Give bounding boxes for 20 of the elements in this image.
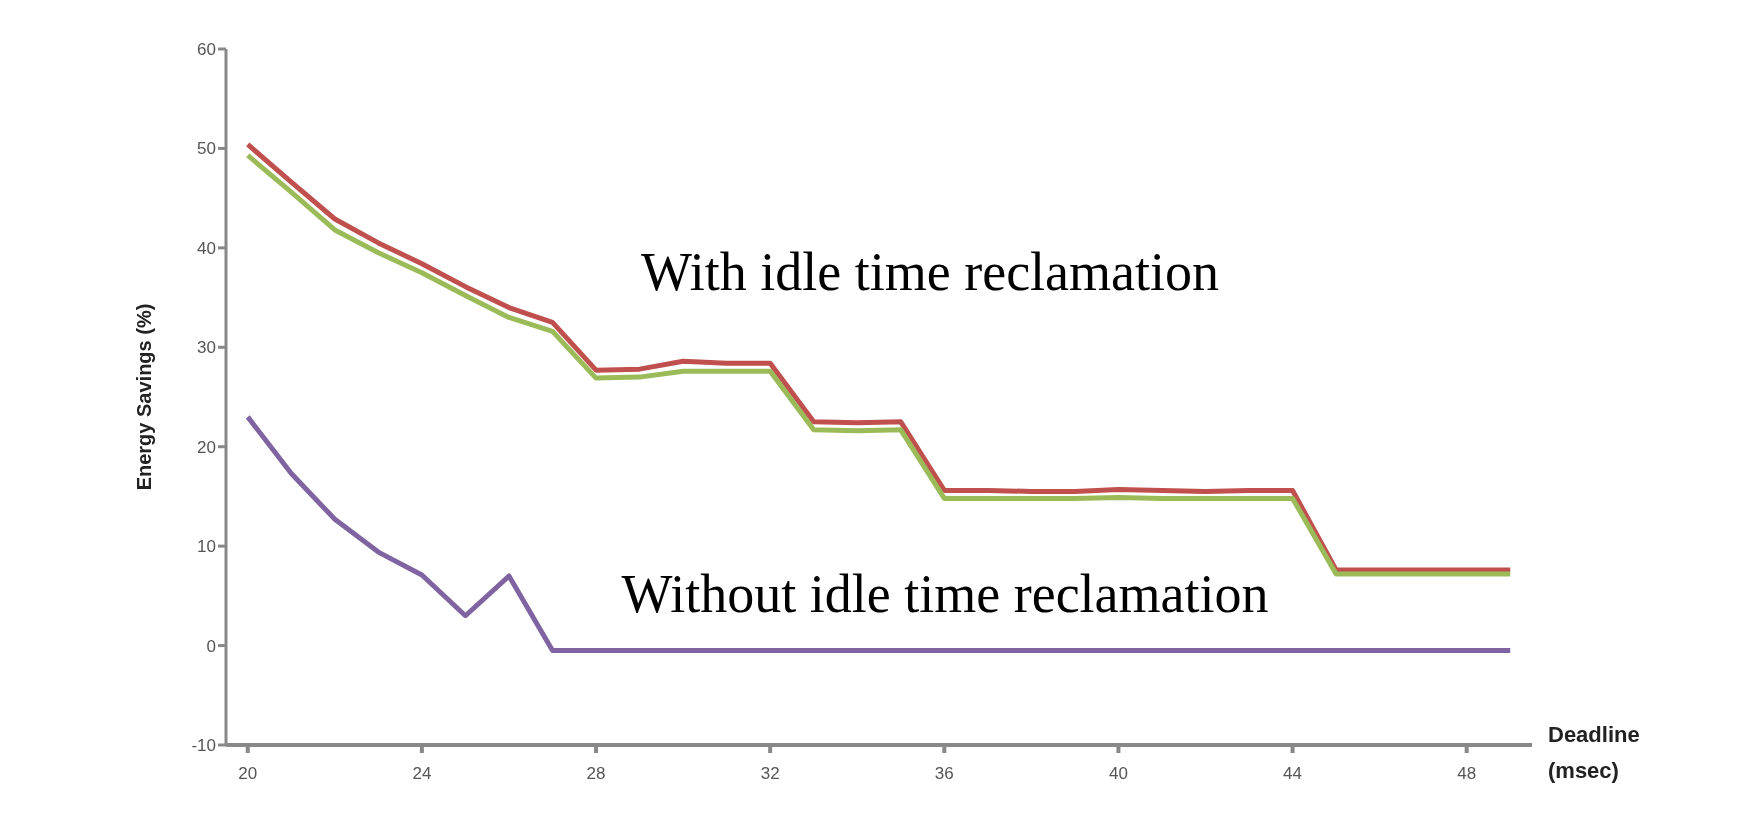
y-tick-label: 40 (197, 238, 216, 258)
x-tick-label: 32 (760, 764, 780, 784)
y-tick-label: 0 (206, 636, 216, 656)
x-tick-label: 44 (1283, 764, 1303, 784)
y-tick-label: 20 (197, 437, 216, 457)
x-tick-label: 36 (934, 764, 954, 784)
annotation: Without idle time reclamation (621, 563, 1269, 625)
y-tick-label: 10 (197, 537, 216, 557)
x-tick-label: 48 (1457, 764, 1477, 784)
x-tick-label: 20 (238, 764, 258, 784)
y-tick-label: 30 (197, 338, 216, 358)
x-tick-label: 40 (1108, 764, 1128, 784)
y-axis-title: Energy Savings (%) (133, 303, 156, 491)
y-tick-label: 50 (197, 139, 216, 159)
x-axis-title: Deadline (msec) (1548, 721, 1641, 785)
y-tick-label: -10 (191, 736, 216, 756)
y-tick-label: 60 (197, 40, 216, 60)
x-tick-label: 24 (412, 764, 432, 784)
annotation: With idle time reclamation (640, 241, 1220, 303)
x-tick-label: 28 (586, 764, 606, 784)
